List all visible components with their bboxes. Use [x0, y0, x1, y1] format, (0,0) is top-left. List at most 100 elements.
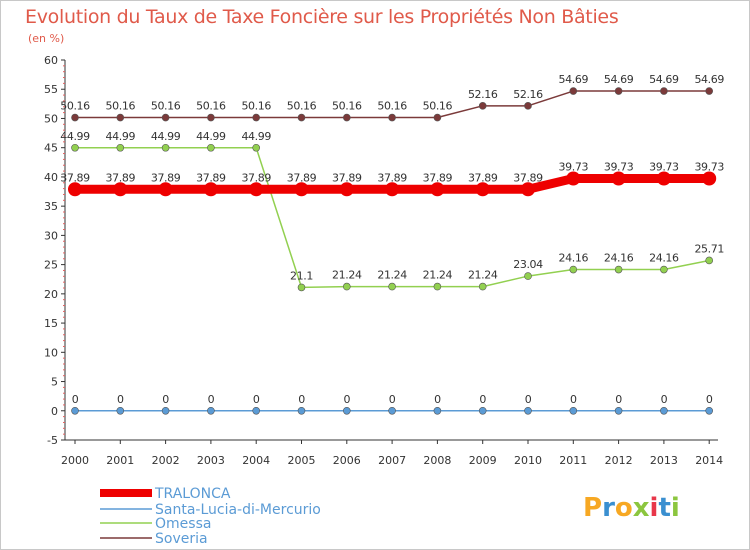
chart-subtitle: (en %) — [28, 32, 65, 45]
data-label-soveria: 50.16 — [196, 100, 226, 113]
x-tick-label: 2002 — [152, 454, 180, 467]
x-tick-label: 2009 — [469, 454, 497, 467]
x-tick-label: 2012 — [605, 454, 633, 467]
data-label-tralonca: 37.89 — [513, 171, 543, 184]
data-point-santa-lucia-di-mercurio — [297, 406, 306, 415]
x-tick-label: 2000 — [61, 454, 89, 467]
data-label-omessa: 21.1 — [290, 269, 313, 282]
data-label-omessa: 21.24 — [423, 269, 453, 282]
data-point-soveria — [388, 113, 396, 122]
data-label-santa-lucia-di-mercurio: 0 — [389, 393, 396, 406]
data-point-santa-lucia-di-mercurio — [71, 406, 79, 415]
data-label-tralonca: 37.89 — [241, 171, 271, 184]
data-label-tralonca: 39.73 — [559, 161, 589, 174]
y-tick-label: 35 — [44, 200, 58, 213]
data-label-soveria: 50.16 — [377, 100, 407, 113]
y-tick-label: 0 — [51, 405, 58, 418]
data-label-soveria: 50.16 — [332, 100, 362, 113]
data-point-soveria — [478, 102, 487, 110]
data-point-omessa — [433, 282, 442, 291]
data-point-omessa — [71, 143, 79, 152]
y-tick-label: 55 — [44, 83, 58, 96]
data-point-santa-lucia-di-mercurio — [524, 406, 532, 415]
data-point-soveria — [161, 113, 170, 122]
data-label-tralonca: 37.89 — [332, 171, 362, 184]
data-label-tralonca: 37.89 — [468, 171, 498, 184]
data-point-tralonca — [521, 182, 535, 197]
x-tick-label: 2001 — [106, 454, 134, 467]
data-label-tralonca: 37.89 — [377, 171, 407, 184]
x-tick-label: 2006 — [333, 454, 361, 467]
data-point-santa-lucia-di-mercurio — [614, 406, 623, 415]
data-label-omessa: 44.99 — [241, 130, 271, 143]
data-label-santa-lucia-di-mercurio: 0 — [706, 393, 713, 406]
data-label-soveria: 50.16 — [287, 100, 317, 113]
data-point-soveria — [297, 113, 306, 122]
data-point-soveria — [252, 113, 261, 122]
data-point-tralonca — [68, 182, 82, 197]
data-label-tralonca: 37.89 — [196, 171, 226, 184]
data-point-tralonca — [339, 182, 354, 197]
data-point-soveria — [433, 113, 442, 122]
data-point-santa-lucia-di-mercurio — [342, 406, 351, 415]
data-point-tralonca — [113, 182, 128, 197]
data-label-santa-lucia-di-mercurio: 0 — [570, 393, 577, 406]
data-point-santa-lucia-di-mercurio — [388, 406, 396, 415]
x-tick-label: 2007 — [378, 454, 406, 467]
data-label-omessa: 23.04 — [513, 258, 543, 271]
data-point-omessa — [388, 282, 396, 291]
data-point-santa-lucia-di-mercurio — [161, 406, 170, 415]
y-tick-label: 30 — [44, 229, 58, 242]
data-label-tralonca: 39.73 — [694, 161, 724, 174]
y-tick-label: 15 — [44, 317, 58, 330]
y-tick-label: 45 — [44, 142, 58, 155]
data-point-santa-lucia-di-mercurio — [433, 406, 442, 415]
data-label-tralonca: 39.73 — [604, 161, 634, 174]
data-label-tralonca: 37.89 — [60, 171, 90, 184]
data-point-omessa — [524, 272, 532, 280]
data-point-omessa — [614, 265, 623, 274]
data-label-omessa: 24.16 — [649, 252, 679, 265]
data-label-omessa: 24.16 — [604, 252, 634, 265]
data-point-santa-lucia-di-mercurio — [705, 406, 714, 415]
series-layer — [68, 87, 717, 415]
data-point-omessa — [569, 265, 578, 274]
y-tick-label: 5 — [51, 376, 58, 389]
data-point-tralonca — [294, 182, 309, 197]
data-label-tralonca: 39.73 — [649, 161, 679, 174]
data-label-omessa: 21.24 — [468, 269, 498, 282]
data-point-santa-lucia-di-mercurio — [660, 406, 668, 415]
y-tick-label: 25 — [44, 259, 58, 272]
data-label-soveria: 54.69 — [604, 73, 634, 86]
data-label-omessa: 44.99 — [60, 130, 90, 143]
data-point-soveria — [524, 102, 532, 110]
data-label-omessa: 44.99 — [196, 130, 226, 143]
data-label-soveria: 50.16 — [106, 100, 136, 113]
data-point-soveria — [569, 87, 578, 95]
data-label-omessa: 44.99 — [106, 130, 136, 143]
y-tick-label: 50 — [44, 112, 58, 125]
data-point-soveria — [116, 113, 125, 122]
legend: TRALONCASanta-Lucia-di-MercurioOmessaSov… — [100, 486, 321, 547]
data-label-soveria: 50.16 — [151, 100, 181, 113]
data-point-santa-lucia-di-mercurio — [478, 406, 487, 415]
legend-label-soveria: Soveria — [155, 531, 208, 547]
data-point-santa-lucia-di-mercurio — [252, 406, 261, 415]
data-point-omessa — [161, 143, 170, 152]
data-point-soveria — [614, 87, 623, 95]
data-point-soveria — [660, 87, 668, 95]
data-point-tralonca — [475, 182, 490, 197]
data-label-soveria: 52.16 — [513, 88, 543, 101]
data-label-omessa: 25.71 — [694, 242, 724, 255]
legend-label-omessa: Omessa — [155, 516, 211, 532]
data-point-tralonca — [656, 171, 671, 186]
y-tick-label: -5 — [47, 434, 58, 447]
data-label-omessa: 24.16 — [559, 252, 589, 265]
data-label-santa-lucia-di-mercurio: 0 — [343, 393, 350, 406]
data-point-tralonca — [702, 171, 717, 186]
data-label-santa-lucia-di-mercurio: 0 — [525, 393, 532, 406]
x-tick-label: 2013 — [650, 454, 678, 467]
data-label-omessa: 21.24 — [332, 269, 362, 282]
x-tick-label: 2005 — [288, 454, 316, 467]
data-point-tralonca — [611, 171, 626, 186]
